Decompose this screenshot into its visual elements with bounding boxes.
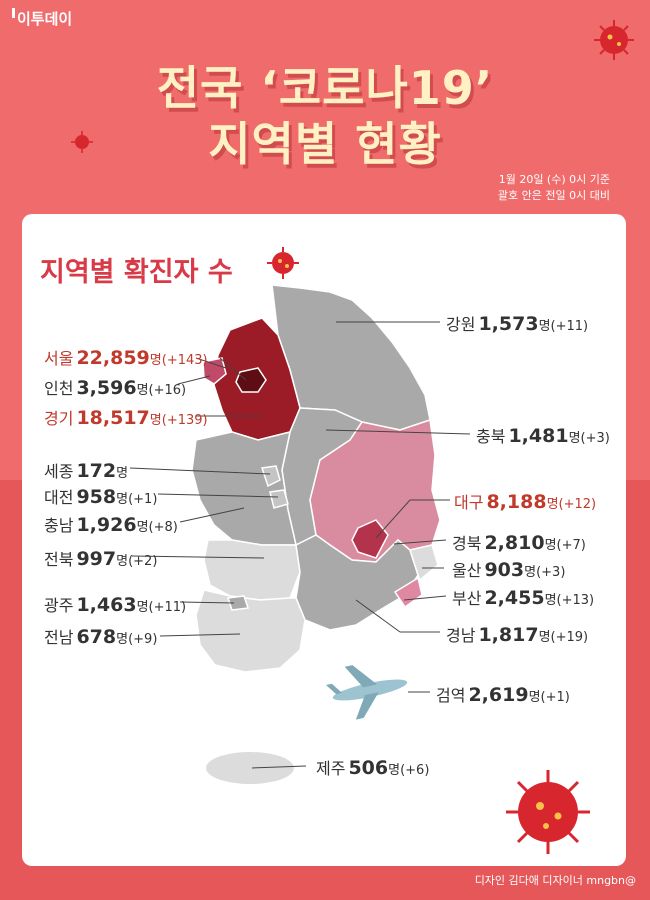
label-jeju: 제주 506명(+6) xyxy=(316,757,430,779)
region-jeju xyxy=(206,752,294,784)
credit: 디자인 김다애 디자이너 mngbn@ xyxy=(474,874,636,887)
region-daegu xyxy=(351,519,389,559)
region-busan xyxy=(393,576,423,609)
brand-logo: 이투데이 xyxy=(12,8,72,29)
region-jeonbuk xyxy=(203,539,301,601)
virus-icon xyxy=(267,247,299,279)
label-jeonbuk: 전북 997명(+2) xyxy=(44,548,158,570)
title-line-2: 지역별 현황 xyxy=(208,117,442,171)
label-daegu: 대구 8,188명(+12) xyxy=(454,491,597,513)
label-incheon: 인천 3,596명(+16) xyxy=(44,377,187,399)
label-sejong: 세종 172명 xyxy=(44,460,129,482)
airplane-icon xyxy=(326,665,408,720)
label-gangwon: 강원 1,573명(+11) xyxy=(446,313,589,335)
label-jeonnam: 전남 678명(+9) xyxy=(44,626,158,648)
region-daejeon xyxy=(269,489,289,509)
virus-icon xyxy=(594,20,634,60)
leader-lines xyxy=(129,321,471,769)
label-busan: 부산 2,455명(+13) xyxy=(452,587,595,609)
title-line-1: 전국 ‘코로나19’ xyxy=(156,61,494,115)
region-jeonnam xyxy=(195,589,306,673)
card-title: 지역별 확진자 수 xyxy=(40,257,233,288)
label-chungnam: 충남 1,926명(+8) xyxy=(44,514,178,536)
region-ulsan xyxy=(409,544,439,582)
label-gyeonggi: 경기 18,517명(+139) xyxy=(44,407,208,429)
label-daejeon: 대전 958명(+1) xyxy=(44,486,158,508)
label-seoul: 서울 22,859명(+143) xyxy=(44,347,208,369)
virus-icon xyxy=(506,770,590,854)
label-chungbuk: 충북 1,481명(+3) xyxy=(476,425,610,447)
region-gwangju xyxy=(226,595,250,611)
label-gyeongnam: 경남 1,817명(+19) xyxy=(446,624,589,646)
label-quarantine: 검역 2,619명(+1) xyxy=(436,684,570,706)
region-chungnam xyxy=(191,430,297,546)
label-ulsan: 울산 903명(+3) xyxy=(452,559,566,581)
virus-icon xyxy=(71,131,93,153)
label-gwangju: 광주 1,463명(+11) xyxy=(44,594,187,616)
label-gyeongbuk: 경북 2,810명(+7) xyxy=(452,532,586,554)
region-incheon xyxy=(202,357,227,385)
date-basis: 1월 20일 (수) 0시 기준 괄호 안은 전일 0시 대비 xyxy=(497,173,610,202)
region-seoul xyxy=(235,367,267,393)
region-sejong xyxy=(261,465,281,488)
